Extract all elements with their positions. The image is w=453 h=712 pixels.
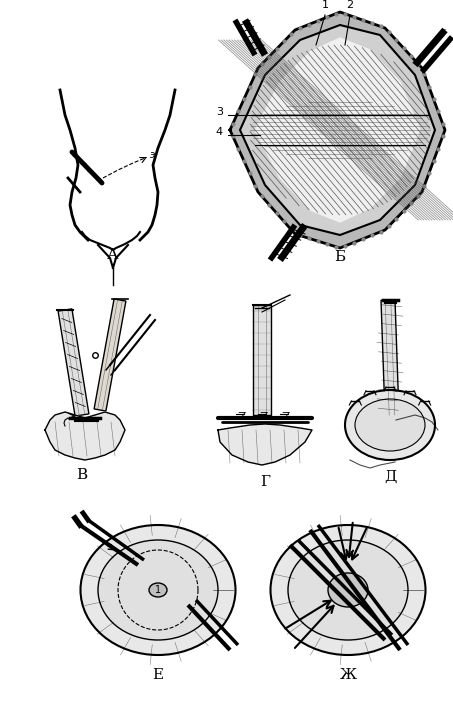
Polygon shape: [253, 305, 271, 415]
Text: Е: Е: [153, 668, 164, 682]
Text: 2: 2: [347, 0, 353, 10]
Text: Ж: Ж: [339, 668, 357, 682]
Text: Б: Б: [334, 250, 346, 264]
Ellipse shape: [345, 390, 435, 460]
Text: Г: Г: [260, 475, 270, 489]
Ellipse shape: [328, 573, 368, 607]
Text: 4: 4: [216, 127, 223, 137]
Polygon shape: [381, 300, 399, 415]
Text: Д: Д: [384, 470, 396, 484]
Polygon shape: [45, 412, 125, 460]
Ellipse shape: [98, 540, 218, 640]
Polygon shape: [255, 38, 420, 222]
Ellipse shape: [149, 583, 167, 597]
Text: А: А: [107, 248, 119, 262]
Ellipse shape: [81, 525, 236, 655]
Text: э: э: [150, 150, 155, 160]
Ellipse shape: [355, 399, 425, 451]
Text: 1: 1: [155, 585, 161, 595]
Polygon shape: [230, 12, 445, 248]
Polygon shape: [218, 424, 312, 465]
Polygon shape: [58, 309, 89, 416]
Text: В: В: [77, 468, 87, 482]
Ellipse shape: [270, 525, 425, 655]
Polygon shape: [240, 25, 435, 235]
Polygon shape: [94, 299, 126, 411]
Ellipse shape: [288, 540, 408, 640]
Text: 3: 3: [216, 107, 223, 117]
Text: 1: 1: [322, 0, 328, 10]
